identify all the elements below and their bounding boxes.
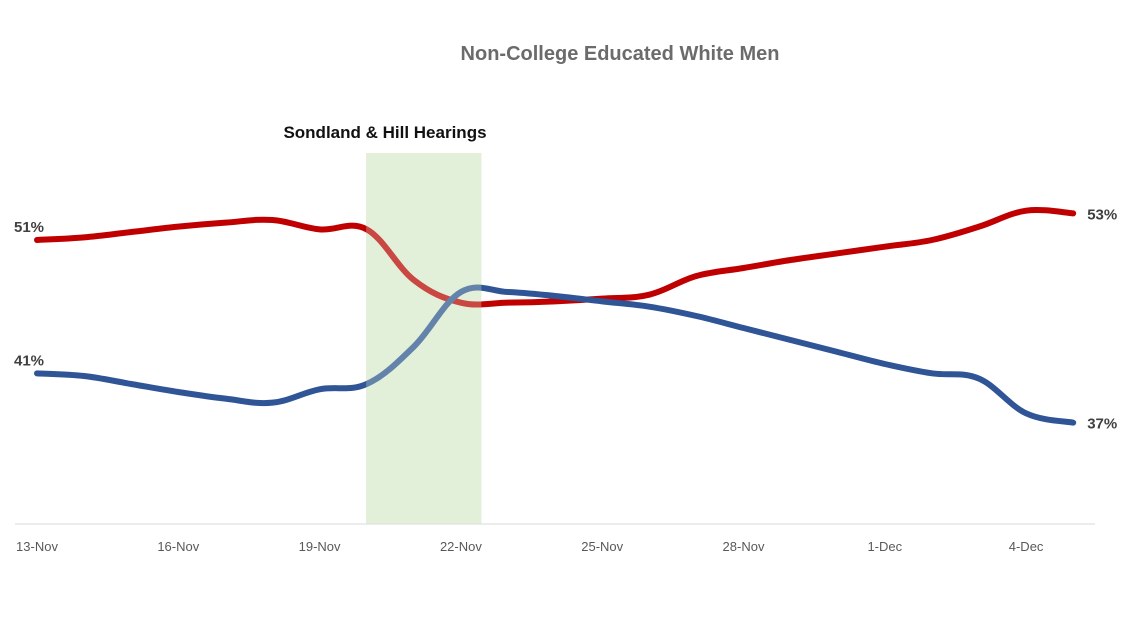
highlight-overlay — [366, 153, 482, 524]
x-tick-label: 4-Dec — [1009, 539, 1044, 554]
end-value-label: 37% — [1087, 416, 1117, 433]
red-series-line — [34, 207, 1077, 308]
chart-title: Non-College Educated White Men — [461, 43, 780, 65]
series-layer — [34, 153, 1077, 524]
x-axis-ticks: 13-Nov 16-Nov 19-Nov 22-Nov 25-Nov 28-Nov 1-De… — [16, 539, 1044, 554]
blue-series-line — [34, 284, 1077, 426]
x-tick-label: 28-Nov — [723, 539, 765, 554]
x-tick-label: 25-Nov — [581, 539, 623, 554]
end-value-label: 53% — [1087, 206, 1117, 223]
hearings-annotation: Sondland & Hill Hearings — [283, 123, 486, 142]
x-tick-label: 16-Nov — [157, 539, 199, 554]
start-value-label: 41% — [14, 352, 44, 369]
end-labels: 51% 53% 41% 37% — [14, 206, 1117, 432]
start-value-label: 51% — [14, 219, 44, 236]
x-tick-label: 1-Dec — [867, 539, 902, 554]
x-tick-label: 22-Nov — [440, 539, 482, 554]
x-tick-label: 13-Nov — [16, 539, 58, 554]
x-tick-label: 19-Nov — [299, 539, 341, 554]
